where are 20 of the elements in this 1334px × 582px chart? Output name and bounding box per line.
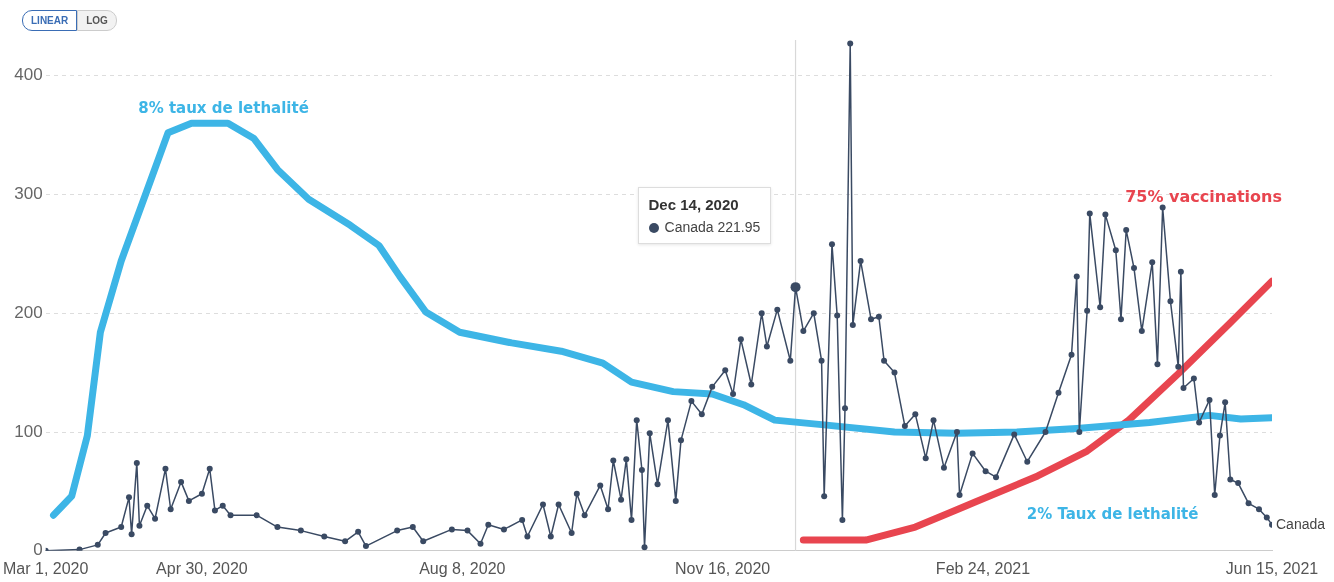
x-tick-label: Mar 1, 2020 [3,559,89,577]
annotation: 8% taux de lethalité [138,98,309,117]
text: 75% vaccinations [1125,187,1282,207]
series-label: Canada [1276,515,1326,532]
annotation: Dec 14, 2020 [648,196,740,213]
y-tick-label: 300 [14,184,43,204]
tooltip: Dec 14, 2020 Canada 221.95 [637,187,772,244]
text: LINEAR [22,10,78,31]
annotation: Canada 221.95 [664,219,761,235]
y-tick-label: 400 [14,65,43,85]
x-tick-label: Nov 16, 2020 [675,559,771,577]
y-tick-label: 100 [14,421,43,441]
text: LOG [77,10,117,31]
y-tick-label: 200 [14,302,43,322]
x-tick-label: Feb 24, 2021 [935,559,1031,577]
x-tick-label: Aug 8, 2020 [419,559,506,577]
y-tick-label: 0 [33,540,43,560]
annotation: 2% Taux de lethalité [1026,504,1199,523]
x-tick-label: Jun 15, 2021 [1225,559,1319,577]
x-tick-label: Apr 30, 2020 [156,559,248,577]
